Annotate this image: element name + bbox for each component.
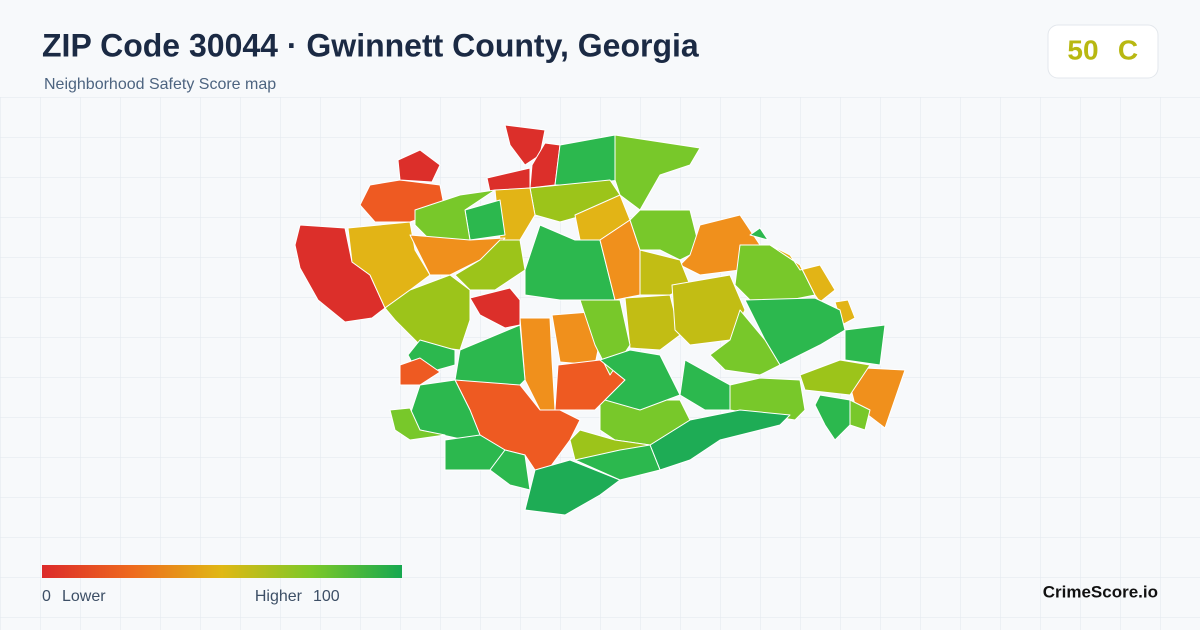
legend-min: 0: [42, 588, 51, 605]
score-grade: C: [1118, 34, 1138, 65]
neighborhood: [614, 134, 701, 211]
legend-max: 100: [313, 588, 340, 605]
neighborhood: [849, 399, 871, 431]
neighborhood: [709, 309, 781, 376]
neighborhood: [679, 359, 731, 411]
neighborhood: [624, 294, 681, 351]
neighborhood: [574, 444, 661, 481]
neighborhood: [414, 189, 496, 241]
score-value: 50: [1067, 34, 1098, 65]
neighborhood: [454, 239, 526, 291]
neighborhood: [769, 244, 836, 303]
neighborhood: [599, 349, 681, 411]
legend-min-label: Lower: [62, 588, 106, 605]
neighborhood: [399, 357, 441, 386]
brand: CrimeScore.io: [1043, 582, 1158, 601]
legend-max-label: Higher: [255, 588, 303, 605]
neighborhood: [749, 227, 769, 241]
subtitle: Neighborhood Safety Score map: [44, 76, 276, 93]
map: [294, 124, 906, 516]
neighborhood: [504, 124, 546, 166]
score-badge: [1047, 24, 1159, 79]
neighborhood: [389, 407, 446, 441]
title: ZIP Code 30044 · Gwinnett County, Georgi…: [42, 27, 699, 63]
neighborhood: [799, 359, 871, 396]
neighborhood: [294, 224, 386, 323]
neighborhood: [397, 149, 441, 183]
neighborhood: [844, 324, 886, 366]
legend-bar: [42, 565, 402, 578]
neighborhood: [489, 449, 531, 491]
neighborhood: [524, 459, 621, 516]
